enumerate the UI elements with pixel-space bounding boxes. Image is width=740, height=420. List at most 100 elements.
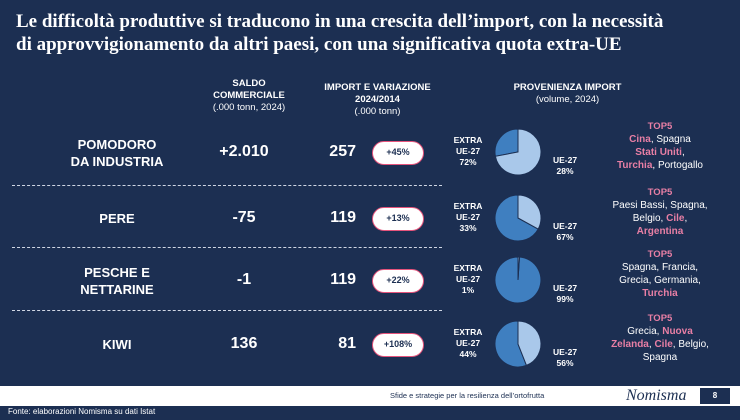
extra-ue-pct: 1% xyxy=(461,285,475,295)
row-separator xyxy=(12,185,442,186)
pie-slice-ue27 xyxy=(494,128,519,157)
extra-ue-pct: 44% xyxy=(459,349,477,359)
variation-badge: +108% xyxy=(372,333,424,357)
nomisma-logo: Nomisma xyxy=(626,387,687,404)
pie-slice-ue27 xyxy=(494,320,528,368)
import-value: 257 xyxy=(329,143,356,160)
header-import: IMPORT E VARIAZIONE 2024/2014 (.000 tonn… xyxy=(310,82,445,118)
row-separator xyxy=(12,247,442,248)
extra-ue-label-line1: EXTRA xyxy=(453,135,483,145)
import-origin-pie xyxy=(494,256,542,304)
pie-slice-extra-ue xyxy=(517,194,542,230)
top5-label: TOP5 xyxy=(647,121,673,132)
title-line-2: di approvvigionamento da altri paesi, co… xyxy=(16,34,622,55)
top5-country-highlight: Zelanda xyxy=(611,339,649,350)
top5-country-highlight: Turchia xyxy=(617,160,653,171)
product-label: PESCHE E NETTARINE xyxy=(42,264,192,298)
top5-text: , xyxy=(684,213,688,224)
variation-badge: +22% xyxy=(372,269,424,293)
ue27-label-text: UE-27 xyxy=(552,347,578,357)
ue27-pct: 99% xyxy=(556,294,574,304)
header-provenienza-line1: PROVENIENZA IMPORT xyxy=(513,82,622,93)
ue27-pct: 56% xyxy=(556,358,574,368)
footer-bar xyxy=(0,386,740,406)
extra-ue-label-line2: UE-27 xyxy=(455,146,481,156)
product-label-line1: PERE xyxy=(99,211,135,226)
saldo-value: +2.010 xyxy=(219,143,269,160)
top5-country-highlight: Cile xyxy=(654,339,673,350)
top5-country-highlight: Cile xyxy=(666,213,685,224)
top5-country-highlight: Turchia xyxy=(642,288,678,299)
import-origin-pie xyxy=(494,128,542,176)
top5-text: Belgio, xyxy=(632,213,667,224)
row-separator xyxy=(12,310,442,311)
top5-label: TOP5 xyxy=(647,249,673,260)
variation-badge: +13% xyxy=(372,207,424,231)
top5-label: TOP5 xyxy=(647,187,673,198)
ue27-label: UE-27 56% xyxy=(548,347,582,369)
title-line-1: Le difficoltà produttive si traducono in… xyxy=(16,11,664,32)
extra-ue-label-line2: UE-27 xyxy=(455,274,481,284)
saldo-value: -75 xyxy=(232,209,256,226)
source-note: Fonte: elaborazioni Nomisma su dati Ista… xyxy=(8,407,156,416)
top5-text: Paesi Bassi, Spagna, xyxy=(612,200,708,211)
top5-text: , xyxy=(648,339,655,350)
import-value: 81 xyxy=(338,335,356,352)
top5-countries: TOP5 Paesi Bassi, Spagna, Belgio, Cile, Arg… xyxy=(600,186,720,238)
import-value: 119 xyxy=(330,271,356,288)
top5-text: Spagna xyxy=(642,352,678,363)
top5-text: Spagna, Francia, xyxy=(621,262,699,273)
page-number: 8 xyxy=(700,388,730,404)
header-import-line2: 2024/2014 xyxy=(355,94,400,105)
ue27-label: UE-27 67% xyxy=(548,221,582,243)
product-label: KIWI xyxy=(42,336,192,353)
import-origin-pie xyxy=(494,320,542,368)
ue27-pct: 28% xyxy=(556,166,574,176)
product-label: POMODORO DA INDUSTRIA xyxy=(42,136,192,170)
ue27-label-text: UE-27 xyxy=(552,155,578,165)
header-saldo: SALDO COMMERCIALE (.000 tonn, 2024) xyxy=(194,78,304,114)
ue27-label-text: UE-27 xyxy=(552,221,578,231)
top5-text: , Belgio, xyxy=(672,339,709,350)
extra-ue-label-line1: EXTRA xyxy=(453,327,483,337)
top5-countries: TOP5 Spagna, Francia, Grecia, Germania, Tur… xyxy=(600,248,720,300)
header-import-sub: (.000 tonn) xyxy=(354,106,401,117)
ue27-label: UE-27 28% xyxy=(548,155,582,177)
header-saldo-line2: COMMERCIALE xyxy=(213,90,285,101)
product-label-line1: POMODORO xyxy=(77,137,157,152)
extra-ue-label: EXTRA UE-27 44% xyxy=(448,327,488,360)
footer-text: Sfide e strategie per la resilienza dell… xyxy=(390,391,545,400)
extra-ue-label: EXTRA UE-27 1% xyxy=(448,263,488,296)
pie-slice-extra-ue xyxy=(517,320,542,367)
extra-ue-label-line1: EXTRA xyxy=(453,263,483,273)
top5-country-highlight: Stati Uniti xyxy=(635,147,682,158)
ue27-label-text: UE-27 xyxy=(552,283,578,293)
header-saldo-sub: (.000 tonn, 2024) xyxy=(212,102,286,113)
header-provenienza: PROVENIENZA IMPORT (volume, 2024) xyxy=(500,82,635,106)
top5-country-highlight: Cina xyxy=(629,134,651,145)
product-label-line2: NETTARINE xyxy=(80,282,154,297)
pie-slice-ue27 xyxy=(494,194,539,242)
extra-ue-label-line1: EXTRA xyxy=(453,201,483,211)
saldo-value: -1 xyxy=(236,271,252,288)
extra-ue-label-line2: UE-27 xyxy=(455,212,481,222)
ue27-label: UE-27 99% xyxy=(548,283,582,305)
extra-ue-label: EXTRA UE-27 72% xyxy=(448,135,488,168)
top5-text: Grecia, Germania, xyxy=(619,275,701,286)
extra-ue-label: EXTRA UE-27 33% xyxy=(448,201,488,234)
import-origin-pie xyxy=(494,194,542,242)
header-saldo-line1: SALDO xyxy=(232,78,266,89)
header-provenienza-sub: (volume, 2024) xyxy=(535,94,600,105)
top5-country-highlight: Argentina xyxy=(636,226,684,237)
product-label-line1: PESCHE E xyxy=(84,265,150,280)
top5-text: , xyxy=(681,147,685,158)
pie-slice-extra-ue xyxy=(517,256,520,281)
extra-ue-pct: 72% xyxy=(459,157,477,167)
product-label-line1: KIWI xyxy=(102,337,132,352)
extra-ue-pct: 33% xyxy=(459,223,477,233)
product-label-line2: DA INDUSTRIA xyxy=(70,154,164,169)
top5-text: , Portogallo xyxy=(652,160,703,171)
top5-text: , Spagna xyxy=(650,134,691,145)
saldo-value: 136 xyxy=(230,335,258,352)
top5-countries: TOP5 Grecia, Nuova Zelanda, Cile, Belgio, S… xyxy=(600,312,720,364)
